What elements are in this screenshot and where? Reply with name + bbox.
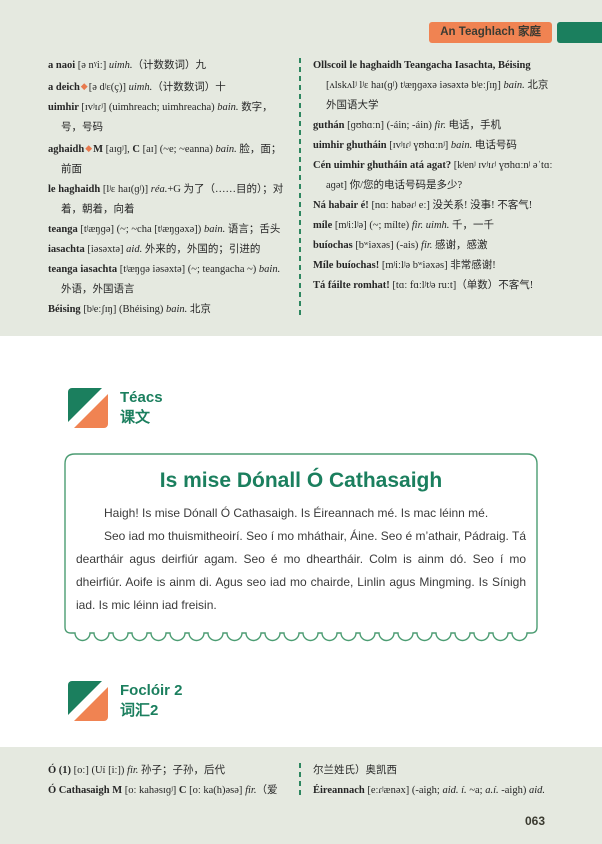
vocab-entry: Míle buíochas! [mʲiːlʲə bʷiəxəs] 非常感谢! xyxy=(313,260,496,271)
diagonal-split-icon xyxy=(68,681,108,721)
chapter-header: An Teaghlach 家庭 xyxy=(0,0,602,43)
vocab-section-bottom: Ó (1) [oː] (Uí [iː]) fir. 孙子；子孙，后代 Ó Cath… xyxy=(0,747,602,844)
chapter-title-badge: An Teaghlach 家庭 xyxy=(429,22,552,43)
vocab-entry: iasachta [iəsəxtə] aid. 外来的，外国的；引进的 xyxy=(48,244,261,255)
vocab-entry: le haghaidh [lʲɛ haɪ(ɡʲ)] réa.+G 为了（……目的… xyxy=(48,184,284,215)
vocab-grid-top: a naoi [ə nˠiː] uimh.（计数数词）九 a deich◆[ə d… xyxy=(0,43,602,320)
vocab-column-bottom-right: 尔兰姓氏）奥凯西 Éireannach [eːɾʲænəx] (-aigh; ai… xyxy=(301,761,554,801)
vocab-entry: Éireannach [eːɾʲænəx] (-aigh; aid. í. ~a… xyxy=(313,785,545,796)
chapter-title: An Teaghlach 家庭 xyxy=(440,26,541,38)
vocab-entry: guthán [ɡʊhɑːn] (-áin; -áin) fir. 电话，手机 xyxy=(313,120,502,131)
vocab-grid-bottom: Ó (1) [oː] (Uí [iː]) fir. 孙子；子孙，后代 Ó Cath… xyxy=(0,747,602,801)
column-divider xyxy=(299,763,301,799)
page-number: 063 xyxy=(524,814,545,828)
section-header-teacs: Téacs 课文 xyxy=(68,388,602,428)
vocab-entry: a deich◆[ə dʲɛ(ç)] uimh.（计数数词）十 xyxy=(48,81,226,93)
section-title-chinese: 课文 xyxy=(120,409,151,426)
vocab-entry: míle [mʲiːlʲə] (~; mílte) fir. uimh. 千，一… xyxy=(313,220,495,231)
vocab-entry: teanga [tʲæŋɡə] (~; ~cha [tʲæŋɡəxə]) bai… xyxy=(48,224,281,235)
reading-title: Is mise Dónall Ó Cathasaigh xyxy=(159,469,443,492)
vocab-entry: Ollscoil le haghaidh Teangacha Iasachta,… xyxy=(313,60,549,111)
vocab-entry: Ó Cathasaigh M [oː kahəsɪɡʲ] C [oː ka(h)… xyxy=(48,785,278,796)
chapter-color-tab xyxy=(557,22,602,43)
vocab-entry: Tá fáilte romhat! [tɑː fɑːlʲtʲə ruːt]（单数… xyxy=(313,280,534,291)
vocab-entry: Ó (1) [oː] (Uí [iː]) fir. 孙子；子孙，后代 xyxy=(48,765,226,776)
reading-paragraph-1: Haigh! Is mise Dónall Ó Cathasaigh. Is É… xyxy=(104,506,489,520)
vocab-entry: 尔兰姓氏）奥凯西 xyxy=(313,765,397,776)
vocab-entry: a naoi [ə nˠiː] uimh.（计数数词）九 xyxy=(48,60,206,71)
section-header-focloir2: Foclóir 2 词汇2 xyxy=(68,681,602,721)
vocab-column-top-left: a naoi [ə nˠiː] uimh.（计数数词）九 a deich◆[ə d… xyxy=(48,56,299,320)
section-title-irish: Foclóir 2 xyxy=(120,682,183,699)
vocab-entry: Cén uimhir ghutháin atá agat? [kʲenʲ ɪvʲ… xyxy=(313,160,553,191)
section-title-irish: Téacs xyxy=(120,389,163,406)
vocab-entry: Ná habair é! [nɑː habəɾʲ eː] 没关系! 没事! 不客… xyxy=(313,200,533,211)
text-section: Téacs 课文 Is mise Dónall Ó Cathasaigh Hai… xyxy=(0,336,602,747)
vocab-entry: uimhir ghutháin [ɪvʲɪɾʲ ɣʊhɑːnʲ] bain. 电… xyxy=(313,140,517,151)
vocab-column-bottom-left: Ó (1) [oː] (Uí [iː]) fir. 孙子；子孙，后代 Ó Cath… xyxy=(48,761,299,801)
reading-text-box: Is mise Dónall Ó Cathasaigh Haigh! Is mi… xyxy=(64,453,538,642)
vocab-column-top-right: Ollscoil le haghaidh Teangacha Iasachta,… xyxy=(301,56,554,320)
vocab-entry: teanga iasachta [tʲæŋɡə iəsəxtə] (~; tea… xyxy=(48,264,281,295)
vocab-entry: buíochas [bʷiəxəs] (-ais) fir. 感谢，感激 xyxy=(313,240,488,251)
vocab-section-top: An Teaghlach 家庭 a naoi [ə nˠiː] uimh.（计数… xyxy=(0,0,602,336)
vocab-entry: aghaidh◆M [aɪɡʲ], C [aɪ] (~e; ~eanna) ba… xyxy=(48,143,282,175)
column-divider xyxy=(299,58,301,318)
reading-paragraph-2: Seo iad mo thuismitheoirí. Seo í mo mhát… xyxy=(76,529,526,612)
vocab-entry: Béising [bʲeːʃɪŋ] (Bhéising) bain. 北京 xyxy=(48,304,211,315)
section-title-chinese: 词汇2 xyxy=(120,702,159,719)
diagonal-split-icon xyxy=(68,388,108,428)
vocab-entry: uimhir [ɪvʲɪɾʲ] (uimhreach; uimhreacha) … xyxy=(48,102,273,133)
